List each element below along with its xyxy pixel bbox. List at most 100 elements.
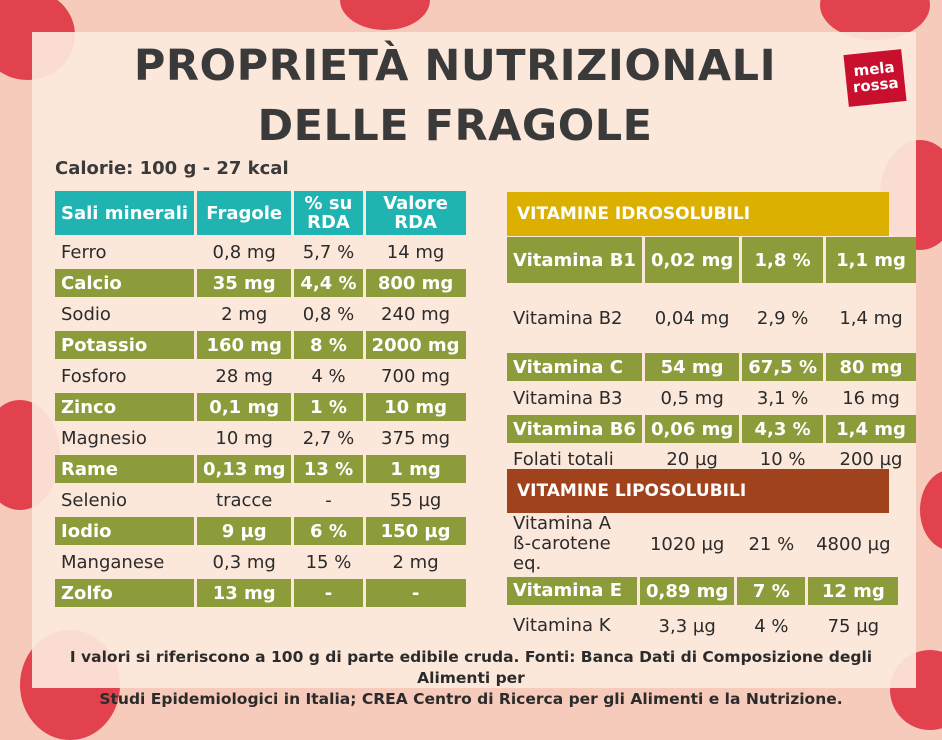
table-cell: - bbox=[325, 489, 332, 511]
table-cell: Vitamina B6 bbox=[507, 415, 642, 443]
table-cell: 0,1 mg bbox=[197, 393, 292, 421]
calories-label: Calorie: 100 g - 27 kcal bbox=[55, 158, 289, 179]
minerals-header-name: Sali minerali bbox=[55, 191, 195, 235]
strawberry-decoration bbox=[920, 470, 942, 550]
table-cell: 0,8 % bbox=[302, 303, 355, 325]
table-cell: 15 % bbox=[305, 551, 352, 573]
table-row: Vitamina K 3,3 µg 4 % 75 µg bbox=[507, 608, 898, 644]
table-cell: 1 mg bbox=[365, 455, 466, 483]
vitamine-idrosolubili-heading: VITAMINE IDROSOLUBILI bbox=[507, 192, 889, 236]
strawberry-decoration bbox=[340, 0, 430, 30]
table-cell: tracce bbox=[216, 489, 273, 511]
table-cell: Ferro bbox=[61, 241, 107, 263]
table-row: Zolfo 13 mg - - bbox=[55, 579, 466, 607]
page-title-line1: PROPRIETÀ NUTRIZIONALI bbox=[133, 41, 777, 91]
table-cell: Vitamina A ß-carotene eq. bbox=[513, 513, 612, 574]
table-cell: Vitamina B2 bbox=[513, 307, 623, 329]
table-row: Vitamina B6 0,06 mg 4,3 % 1,4 mg bbox=[507, 415, 916, 443]
table-cell: 6 % bbox=[294, 517, 363, 545]
table-cell: Sodio bbox=[61, 303, 111, 325]
minerals-table: Sali minerali Fragole % su RDA Valore RD… bbox=[52, 188, 469, 610]
table-cell: Vitamina B3 bbox=[513, 387, 623, 409]
minerals-header-rda-value: Valore RDA bbox=[365, 191, 466, 235]
table-cell: 13 mg bbox=[197, 579, 292, 607]
table-cell: 13 % bbox=[294, 455, 363, 483]
table-cell: 1,4 mg bbox=[825, 415, 916, 443]
table-cell: 1020 µg bbox=[649, 533, 725, 555]
table-cell: 1,4 mg bbox=[839, 307, 903, 329]
table-cell: 1,1 mg bbox=[825, 237, 916, 283]
table-cell: 3,1 % bbox=[756, 387, 809, 409]
table-cell: Calcio bbox=[55, 269, 195, 297]
table-row: Magnesio 10 mg 2,7 % 375 mg bbox=[55, 424, 466, 452]
table-cell: 35 mg bbox=[197, 269, 292, 297]
table-cell: 800 mg bbox=[365, 269, 466, 297]
table-cell: 0,13 mg bbox=[197, 455, 292, 483]
table-cell: 240 mg bbox=[381, 303, 451, 325]
table-cell: 2000 mg bbox=[365, 331, 466, 359]
table-cell: 200 µg bbox=[839, 448, 903, 470]
table-cell: 0,8 mg bbox=[212, 241, 276, 263]
table-cell: 2 mg bbox=[221, 303, 268, 325]
melarossa-logo: mela rossa bbox=[843, 49, 907, 107]
table-cell: 4 % bbox=[754, 615, 789, 637]
minerals-header-rda-pct: % su RDA bbox=[294, 191, 363, 235]
table-row: Manganese 0,3 mg 15 % 2 mg bbox=[55, 548, 466, 576]
table-cell: 9 µg bbox=[197, 517, 292, 545]
table-row: Ferro 0,8 mg 5,7 % 14 mg bbox=[55, 238, 466, 266]
table-cell: 0,3 mg bbox=[212, 551, 276, 573]
table-cell: 2,7 % bbox=[302, 427, 355, 449]
table-cell: 20 µg bbox=[666, 448, 718, 470]
table-cell: 2 mg bbox=[392, 551, 439, 573]
table-row: Vitamina B1 0,02 mg 1,8 % 1,1 mg bbox=[507, 237, 916, 283]
table-cell: 4800 µg bbox=[816, 533, 891, 555]
table-cell: 10 mg bbox=[215, 427, 273, 449]
table-row: Vitamina B2 0,04 mg 2,9 % 1,4 mg bbox=[507, 286, 916, 350]
table-cell: 0,89 mg bbox=[640, 577, 735, 605]
table-row: Fosforo 28 mg 4 % 700 mg bbox=[55, 362, 466, 390]
table-row: Vitamina A ß-carotene eq. 1020 µg 21 % 4800… bbox=[507, 514, 898, 574]
table-cell: 28 mg bbox=[215, 365, 273, 387]
table-cell: 21 % bbox=[748, 533, 795, 555]
table-cell: 14 mg bbox=[386, 241, 445, 263]
table-cell: 4 % bbox=[311, 365, 346, 387]
table-row: Selenio tracce - 55 µg bbox=[55, 486, 466, 514]
table-cell: 160 mg bbox=[197, 331, 292, 359]
table-row: Vitamina B3 0,5 mg 3,1 % 16 mg bbox=[507, 384, 916, 412]
table-cell: 80 mg bbox=[825, 353, 916, 381]
table-cell: Fosforo bbox=[61, 365, 127, 387]
table-cell: 1,8 % bbox=[742, 237, 823, 283]
table-cell: 8 % bbox=[294, 331, 363, 359]
table-cell: Manganese bbox=[61, 551, 165, 573]
table-cell: - bbox=[365, 579, 466, 607]
table-cell: Zinco bbox=[55, 393, 195, 421]
minerals-header-fragole: Fragole bbox=[197, 191, 292, 235]
table-cell: Folati totali bbox=[513, 448, 614, 470]
table-row: Sodio 2 mg 0,8 % 240 mg bbox=[55, 300, 466, 328]
table-cell: 0,06 mg bbox=[644, 415, 740, 443]
vitamine-idrosolubili-table: Vitamina B1 0,02 mg 1,8 % 1,1 mg Vitamina B2… bbox=[504, 234, 919, 475]
table-cell: 4,3 % bbox=[742, 415, 823, 443]
table-cell: 67,5 % bbox=[742, 353, 823, 381]
table-row: Vitamina C 54 mg 67,5 % 80 mg bbox=[507, 353, 916, 381]
table-cell: Selenio bbox=[61, 489, 127, 511]
logo-text-2: rossa bbox=[852, 73, 900, 97]
table-cell: 700 mg bbox=[381, 365, 451, 387]
table-cell: 12 mg bbox=[808, 577, 899, 605]
table-cell: Iodio bbox=[55, 517, 195, 545]
table-cell: 3,3 µg bbox=[658, 615, 716, 637]
table-row: Calcio 35 mg 4,4 % 800 mg bbox=[55, 269, 466, 297]
table-cell: Vitamina K bbox=[513, 615, 611, 636]
page-title-line2: DELLE FRAGOLE bbox=[257, 101, 653, 151]
table-cell: 5,7 % bbox=[302, 241, 355, 263]
table-cell: 150 µg bbox=[365, 517, 466, 545]
table-row: Potassio 160 mg 8 % 2000 mg bbox=[55, 331, 466, 359]
table-cell: 10 % bbox=[759, 448, 806, 470]
vitamine-liposolubili-table: Vitamina A ß-carotene eq. 1020 µg 21 % 4800… bbox=[504, 511, 901, 647]
table-row: Iodio 9 µg 6 % 150 µg bbox=[55, 517, 466, 545]
table-cell: Zolfo bbox=[55, 579, 195, 607]
table-cell: 0,04 mg bbox=[654, 307, 730, 329]
table-cell: - bbox=[294, 579, 363, 607]
table-row: Folati totali 20 µg 10 % 200 µg bbox=[507, 446, 916, 472]
table-cell: 55 µg bbox=[389, 489, 442, 511]
